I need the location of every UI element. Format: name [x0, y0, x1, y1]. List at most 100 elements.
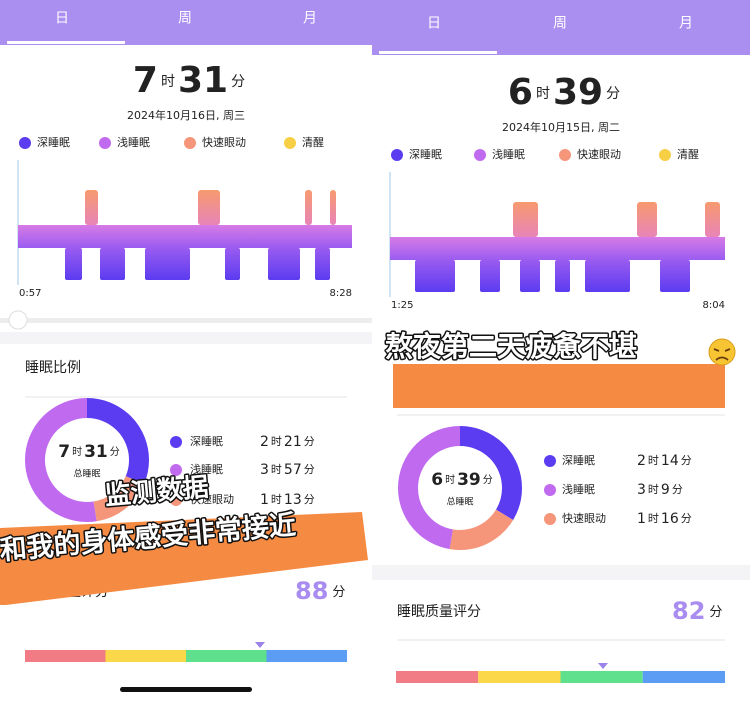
stage-duration: 3 时 57 分: [260, 462, 315, 478]
gap: [0, 332, 372, 344]
time-part: 分: [606, 86, 620, 102]
stage-name: 快速眼动: [562, 512, 606, 525]
rem-block: [198, 190, 220, 225]
duration-part: 3: [637, 482, 646, 498]
tab[interactable]: 日: [55, 11, 69, 27]
deep-block: [585, 260, 630, 292]
tab-underline: [379, 51, 497, 54]
duration-part: 分: [304, 463, 315, 476]
donut-total: 6 时 39 分: [431, 470, 493, 490]
tab[interactable]: 月: [679, 16, 693, 32]
total-time: 7 时31 分: [133, 60, 245, 101]
donut-caption: 总睡眠: [73, 468, 100, 480]
duration-part: 时: [648, 512, 659, 525]
stage-name: 快速眼动: [190, 493, 234, 506]
time-part: 39: [553, 72, 603, 113]
duration-part: 时: [271, 493, 282, 506]
home-indicator: [120, 687, 252, 692]
deep-block: [520, 260, 540, 292]
legend-dot: [19, 137, 31, 149]
duration-part: 21: [284, 434, 302, 450]
score-band: [186, 650, 267, 662]
duration-part: 时: [648, 454, 659, 467]
stage-name: 浅睡眠: [562, 483, 595, 496]
tab[interactable]: 周: [178, 11, 192, 27]
donut-segment: [25, 398, 149, 522]
time-part: 7: [58, 442, 70, 462]
total-time: 6 时39 分: [508, 72, 620, 113]
score-band: [266, 650, 347, 662]
emoji: [708, 338, 736, 366]
legend-dot: [391, 149, 403, 161]
time-part: 7: [133, 60, 158, 101]
light-band: [18, 225, 352, 248]
time-part: 6: [431, 470, 443, 490]
score-marker: [255, 642, 265, 648]
tab[interactable]: 周: [553, 16, 567, 32]
legend-label: 深睡眠: [409, 148, 442, 161]
deep-block: [268, 248, 300, 280]
duration-part: 分: [304, 435, 315, 448]
deep-block: [555, 260, 570, 292]
score-band: [396, 671, 479, 683]
header: [372, 0, 750, 55]
rem-block: [305, 190, 312, 225]
stage-duration: 2 时 21 分: [260, 434, 315, 450]
time-part: 时: [161, 74, 175, 90]
duration-part: 9: [661, 482, 670, 498]
legend-label: 快速眼动: [577, 148, 621, 161]
end-time: 8:28: [330, 288, 352, 299]
start-time: 1:25: [391, 300, 413, 311]
legend-label: 快速眼动: [202, 136, 246, 149]
duration-part: 分: [304, 493, 315, 506]
score-band: [642, 671, 725, 683]
rem-block: [513, 202, 538, 237]
score-band: [105, 650, 186, 662]
emoji-face: [713, 348, 731, 361]
time-part: 31: [84, 442, 108, 462]
time-part: 6: [508, 72, 533, 113]
deep-block: [100, 248, 125, 280]
score-band: [25, 650, 106, 662]
score-value: 88: [295, 577, 328, 605]
stage-name: 浅睡眠: [190, 463, 223, 476]
stage-dot: [544, 513, 556, 525]
time-part: 分: [110, 446, 120, 458]
time-part: 分: [231, 74, 245, 90]
deep-block: [65, 248, 82, 280]
section-title: 睡眠比例: [25, 360, 81, 376]
time-part: 31: [178, 60, 228, 101]
score-band: [560, 671, 643, 683]
deep-block: [660, 260, 690, 292]
tab[interactable]: 月: [303, 11, 317, 27]
stage-dot: [170, 436, 182, 448]
rem-block: [330, 190, 336, 225]
start-time: 0:57: [19, 288, 41, 299]
stage-duration: 1 时 13 分: [260, 492, 315, 508]
time-part: 分: [483, 474, 493, 486]
duration-part: 时: [271, 435, 282, 448]
duration-part: 3: [260, 462, 269, 478]
time-part: 39: [457, 470, 481, 490]
caption-band: [393, 364, 725, 408]
donut-total: 7 时 31 分: [58, 442, 120, 462]
caption-band: [0, 512, 368, 605]
light-band: [390, 237, 725, 260]
score-unit: 分: [709, 605, 722, 620]
stage-duration: 1 时 16 分: [637, 511, 692, 527]
stage-duration: 2 时 14 分: [637, 453, 692, 469]
time-part: 时: [536, 86, 550, 102]
legend-dot: [559, 149, 571, 161]
time-part: 时: [72, 446, 82, 458]
score-band: [478, 671, 561, 683]
caption: 熬夜第二天疲惫不堪: [385, 330, 637, 363]
rem-block: [85, 190, 98, 225]
score-marker: [598, 663, 608, 669]
slider-knob[interactable]: [8, 310, 28, 330]
stage-name: 深睡眠: [562, 454, 595, 467]
stage-name: 深睡眠: [190, 435, 223, 448]
tab[interactable]: 日: [427, 16, 441, 32]
duration-part: 时: [648, 483, 659, 496]
